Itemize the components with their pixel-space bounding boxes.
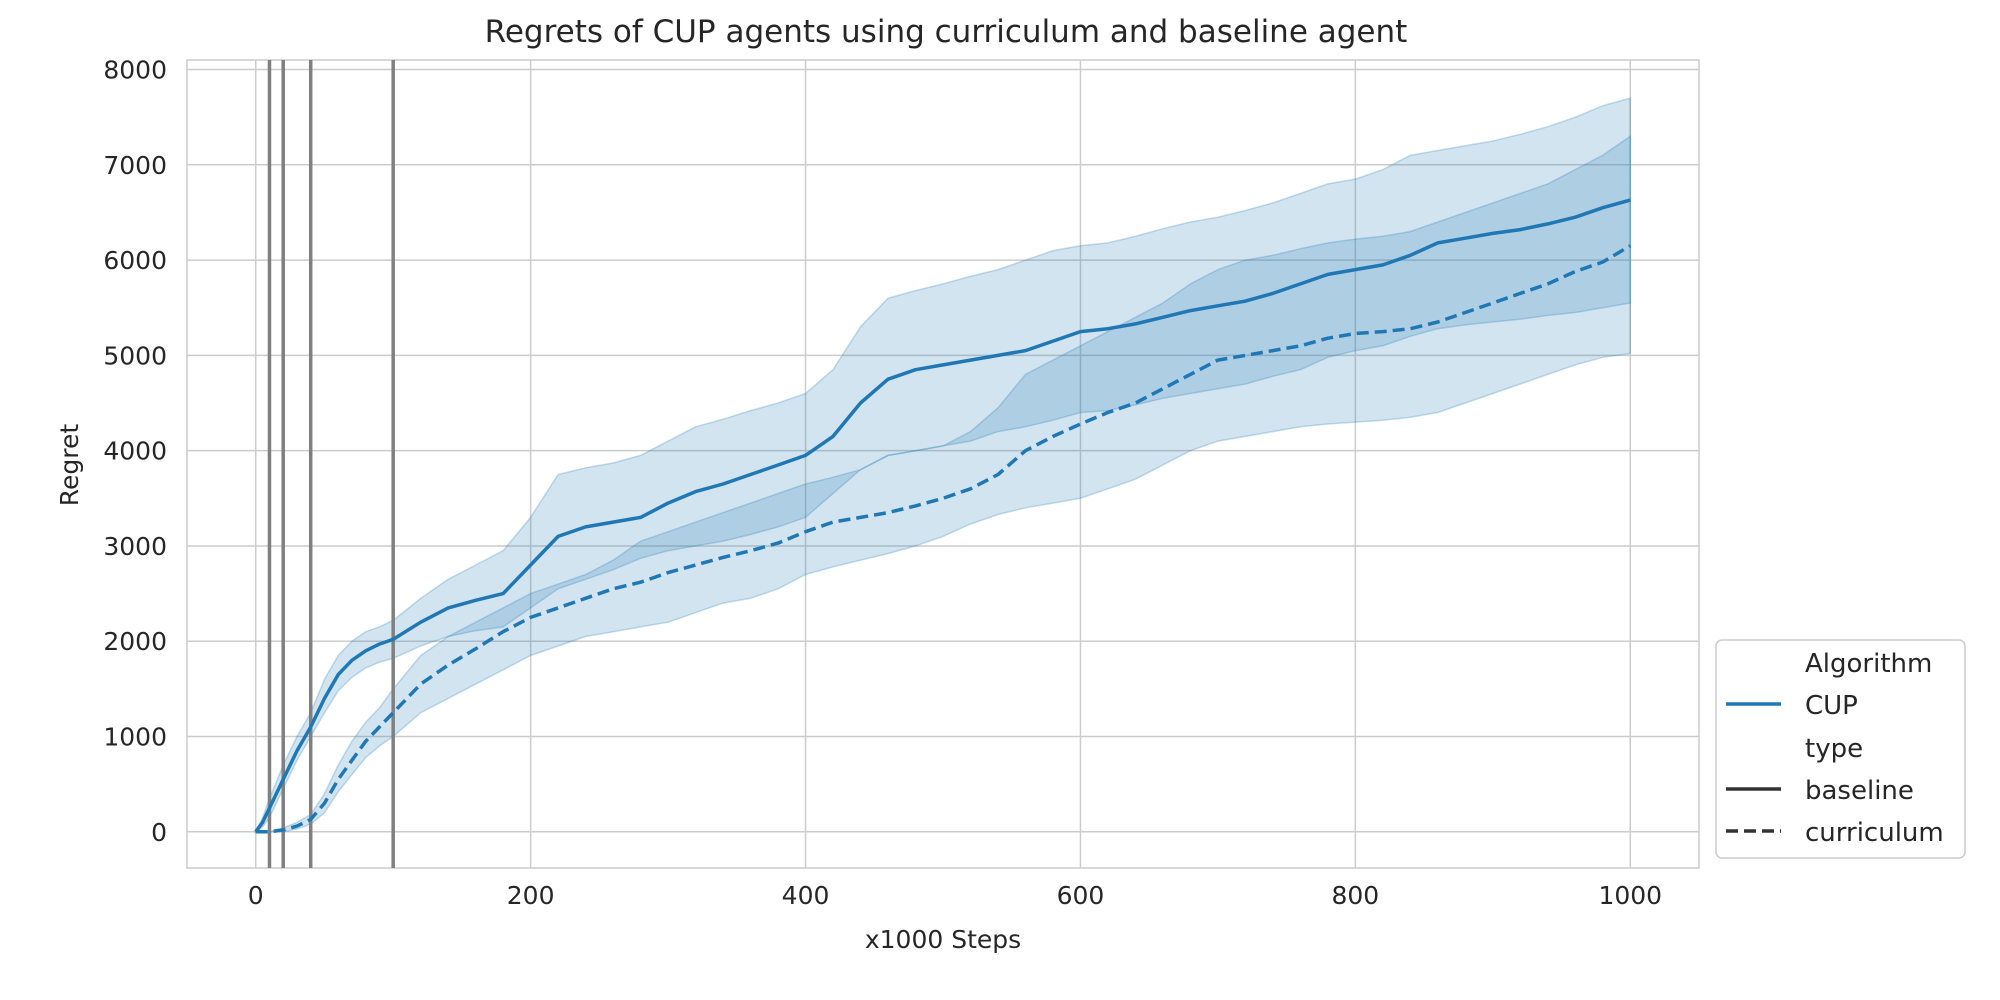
x-gridlines: [254, 60, 1632, 868]
y-tick-label: 1000: [103, 723, 167, 752]
legend: Algorithm CUP type baseline curriculum: [1715, 639, 1966, 859]
vertical-markers: [267, 60, 395, 868]
y-tick-labels: 0 1000 2000 3000 4000 5000 6000 7000 8000: [103, 56, 167, 847]
y-tick-label: 2000: [103, 627, 167, 656]
y-tick-label: 0: [151, 818, 167, 847]
legend-label-cup: CUP: [1805, 691, 1858, 721]
legend-label-curriculum: curriculum: [1805, 818, 1944, 848]
y-axis-label: Regret: [55, 424, 84, 507]
chart-title: Regrets of CUP agents using curriculum a…: [485, 14, 1408, 50]
x-tick-label: 1000: [1598, 881, 1662, 910]
x-tick-label: 200: [507, 881, 555, 910]
y-tick-label: 7000: [103, 151, 167, 180]
line-baseline: [254, 198, 1631, 833]
x-tick-label: 600: [1057, 881, 1105, 910]
x-axis-label: x1000 Steps: [865, 925, 1021, 954]
x-tick-label: 800: [1332, 881, 1380, 910]
band-curriculum: [255, 134, 1632, 833]
series-lines: [254, 198, 1632, 834]
y-tick-label: 8000: [103, 56, 167, 85]
x-tick-label: 0: [248, 881, 264, 910]
legend-title-algorithm: Algorithm: [1805, 649, 1932, 679]
y-tick-label: 6000: [103, 246, 167, 275]
plot-area: [186, 59, 1700, 869]
x-tick-label: 400: [782, 881, 830, 910]
legend-title-type: type: [1805, 734, 1863, 764]
y-tick-label: 3000: [103, 532, 167, 561]
y-tick-label: 5000: [103, 341, 167, 370]
y-tick-label: 4000: [103, 437, 167, 466]
legend-label-baseline: baseline: [1805, 776, 1914, 806]
legend-box: [1715, 639, 1966, 859]
y-gridlines: [187, 68, 1699, 833]
line-curriculum: [255, 244, 1632, 834]
x-tick-labels: 0 200 400 600 800 1000: [248, 881, 1662, 910]
